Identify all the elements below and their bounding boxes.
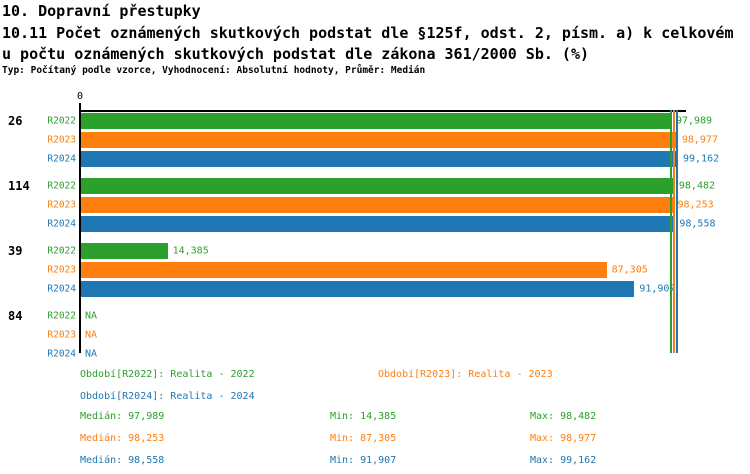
bar-r2024-39 — [81, 281, 635, 297]
bar-value-label-r2024-26: 99,162 — [683, 153, 720, 165]
x-axis-line — [79, 110, 686, 112]
bar-r2023-114 — [81, 197, 673, 213]
year-label-r2022-39: R2022 — [47, 245, 76, 257]
y-axis-line — [79, 110, 81, 353]
stat-median-r2024: Medián: 98,558 — [80, 455, 165, 466]
year-label-r2022-26: R2022 — [47, 115, 76, 127]
bar-value-label-r2023-26: 98,977 — [681, 134, 718, 146]
bar-value-label-r2024-84: NA — [85, 348, 98, 360]
year-label-r2024-26: R2024 — [47, 153, 76, 165]
year-label-r2023-114: R2023 — [47, 199, 76, 211]
stat-median-r2022: Medián: 97,989 — [80, 411, 165, 422]
bar-value-label-r2022-114: 98,482 — [678, 180, 716, 192]
bar-r2024-26 — [81, 151, 678, 167]
bar-value-label-r2022-26: 97,989 — [675, 115, 713, 127]
group-label-84: 84 — [8, 309, 23, 323]
year-label-r2023-26: R2023 — [47, 134, 76, 146]
bar-r2024-114 — [81, 216, 675, 232]
bar-r2022-39 — [81, 243, 168, 259]
stat-median-r2023: Medián: 98,253 — [80, 433, 165, 444]
bar-r2022-26 — [81, 113, 671, 129]
group-label-39: 39 — [8, 244, 23, 258]
group-label-114: 114 — [8, 179, 30, 193]
bar-value-label-r2023-84: NA — [85, 329, 98, 341]
median-line-r2024 — [675, 110, 678, 353]
zero-tick-mark — [79, 103, 81, 113]
chart-meta-text: Typ: Počítaný podle vzorce, Vyhodnocení:… — [2, 65, 426, 76]
year-label-r2022-114: R2022 — [47, 180, 76, 192]
bar-value-label-r2023-114: 98,253 — [677, 199, 714, 211]
stat-min-r2022: Min: 14,385 — [330, 411, 397, 422]
stat-min-r2023: Min: 87,305 — [330, 433, 397, 444]
legend-item-r2023: Období[R2023]: Realita - 2023 — [378, 369, 553, 380]
bar-value-label-r2024-114: 98,558 — [679, 218, 716, 230]
bar-r2022-114 — [81, 178, 674, 194]
year-label-r2022-84: R2022 — [47, 310, 76, 322]
year-label-r2023-84: R2023 — [47, 329, 76, 341]
bar-value-label-r2023-39: 87,305 — [611, 264, 648, 276]
year-label-r2024-84: R2024 — [47, 348, 76, 360]
year-label-r2024-39: R2024 — [47, 283, 76, 295]
stat-max-r2024: Max: 99,162 — [530, 455, 597, 466]
stat-max-r2023: Max: 98,977 — [530, 433, 597, 444]
year-label-r2024-114: R2024 — [47, 218, 76, 230]
bar-r2023-26 — [81, 132, 677, 148]
median-line-r2022 — [669, 110, 672, 353]
page-subtitle-line1: 10.11 Počet oznámených skutkových podsta… — [2, 24, 734, 42]
stat-max-r2022: Max: 98,482 — [530, 411, 597, 422]
year-label-r2023-39: R2023 — [47, 264, 76, 276]
group-label-26: 26 — [8, 114, 23, 128]
page-subtitle-line2: u počtu oznámených skutkových podstat dl… — [2, 45, 589, 63]
zero-tick-label: 0 — [76, 91, 84, 102]
bar-value-label-r2022-39: 14,385 — [172, 245, 209, 257]
bar-r2023-39 — [81, 262, 607, 278]
median-line-r2023 — [672, 110, 675, 353]
bar-value-label-r2024-39: 91,907 — [639, 283, 676, 295]
legend-item-r2022: Období[R2022]: Realita - 2022 — [80, 369, 255, 380]
stat-min-r2024: Min: 91,907 — [330, 455, 397, 466]
legend-item-r2024: Období[R2024]: Realita - 2024 — [80, 391, 255, 402]
bar-value-label-r2022-84: NA — [85, 310, 98, 322]
page-title: 10. Dopravní přestupky — [2, 2, 201, 20]
